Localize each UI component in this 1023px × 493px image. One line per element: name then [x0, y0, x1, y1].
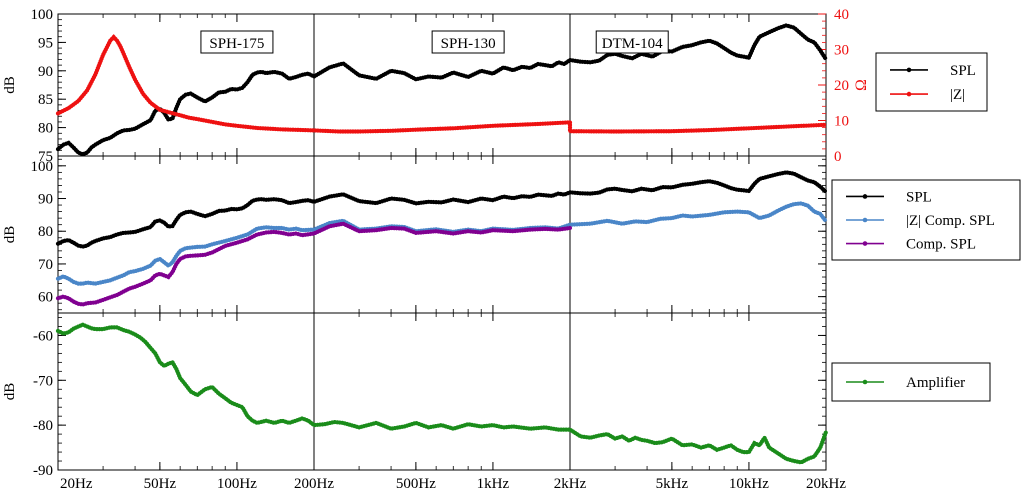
- legend-frame: [875, 52, 988, 112]
- y-tick-label: 95: [38, 35, 53, 51]
- section-label-text: SPH-175: [209, 36, 264, 52]
- x-tick-label: 1kHz: [477, 476, 510, 492]
- series-markers: [55, 221, 573, 307]
- series-markers: [55, 23, 829, 157]
- section-label-text: SPH-130: [441, 36, 496, 52]
- y-tick-label: 75: [38, 149, 53, 165]
- y-tick-label: 90: [38, 192, 53, 208]
- series-comp: [55, 221, 573, 307]
- series-spl: [55, 23, 829, 157]
- y2-axis-label: Ω: [853, 79, 870, 91]
- y2-tick-label: 40: [834, 7, 849, 23]
- legend-marker: [862, 217, 868, 223]
- y-axis-label: dB: [2, 383, 18, 401]
- x-axis: 20Hz 50Hz 100Hz 200Hz 500Hz 1kHz 2kHz 5kHz 10kHz…: [60, 476, 846, 492]
- x-tick-label: 50Hz: [144, 476, 177, 492]
- y-tick-label: -60: [33, 328, 53, 344]
- y-tick-label: 80: [38, 224, 53, 240]
- legend-label: SPL: [906, 189, 932, 205]
- series-line: [57, 323, 828, 464]
- series-zcomp: [55, 201, 829, 286]
- legend-label: |Z| Comp. SPL: [906, 213, 995, 229]
- section-label-box: [431, 30, 505, 54]
- x-tick-label: 20Hz: [60, 476, 93, 492]
- legend-marker: [862, 241, 868, 246]
- series-markers: [55, 34, 829, 134]
- y2-tick-label: 30: [834, 43, 849, 59]
- legend-label: SPL: [950, 63, 976, 79]
- x-tick-label: 200Hz: [294, 476, 334, 492]
- legend-1: SPL |Z|: [875, 52, 988, 112]
- x-tick-label: 20kHz: [806, 476, 846, 492]
- y2-tick-label: 20: [834, 78, 849, 94]
- legend-marker: [906, 91, 912, 97]
- y-tick-label: -80: [33, 418, 53, 434]
- legend-label: Comp. SPL: [906, 237, 976, 253]
- y-tick-label: 80: [38, 121, 53, 137]
- legend-3: Amplifier: [831, 362, 991, 402]
- y-axis-label: dB: [2, 226, 18, 244]
- y-tick-label: -70: [33, 373, 53, 389]
- y-tick-label: 60: [38, 290, 53, 306]
- section-label-box: [200, 30, 274, 54]
- x-tick-label: 2kHz: [554, 476, 587, 492]
- series-z: [55, 34, 829, 134]
- panel-3: -90 -80 -70 -60 dB Amplifier: [2, 312, 991, 479]
- section-label-1: SPH-175: [200, 30, 274, 54]
- series-line: [57, 170, 828, 249]
- legend-marker: [906, 67, 912, 73]
- x-tick-label: 500Hz: [396, 476, 436, 492]
- legend-label: |Z|: [950, 87, 965, 103]
- series-spl: [55, 170, 829, 249]
- panel-1: 75 80 85 90 95 100 dB 0 10 20 30 40 Ω SPL |Z|: [2, 7, 988, 165]
- section-label-text: DTM-104: [602, 36, 663, 52]
- y-tick-label: 90: [38, 64, 53, 80]
- series-markers: [55, 322, 829, 465]
- section-label-2: SPH-130: [431, 30, 505, 54]
- legend-marker: [862, 379, 868, 385]
- y-tick-label: 70: [38, 257, 53, 273]
- x-tick-label: 100Hz: [217, 476, 257, 492]
- series-amp: [55, 322, 829, 465]
- section-label-3: DTM-104: [595, 30, 669, 54]
- y-tick-label: -90: [33, 463, 53, 479]
- legend-label: Amplifier: [906, 375, 965, 391]
- y-tick-label: 85: [38, 92, 53, 108]
- y2-tick-label: 0: [834, 149, 842, 165]
- y-tick-label: 100: [31, 7, 54, 23]
- legend-2: SPL |Z| Comp. SPL Comp. SPL: [831, 179, 1021, 261]
- x-tick-label: 5kHz: [656, 476, 689, 492]
- legend-marker: [862, 194, 868, 199]
- series-markers: [55, 201, 829, 286]
- y-axis-label: dB: [2, 76, 18, 94]
- series-markers: [55, 170, 829, 249]
- y2-tick-label: 10: [834, 114, 849, 130]
- panel-2: 60 70 80 90 100 dB SPL |Z| Comp. SPL Comp. SPL: [2, 155, 1021, 314]
- y-tick-label: 100: [31, 159, 54, 175]
- x-tick-label: 10kHz: [729, 476, 769, 492]
- section-label-box: [595, 30, 669, 54]
- panel-frame: [57, 312, 827, 471]
